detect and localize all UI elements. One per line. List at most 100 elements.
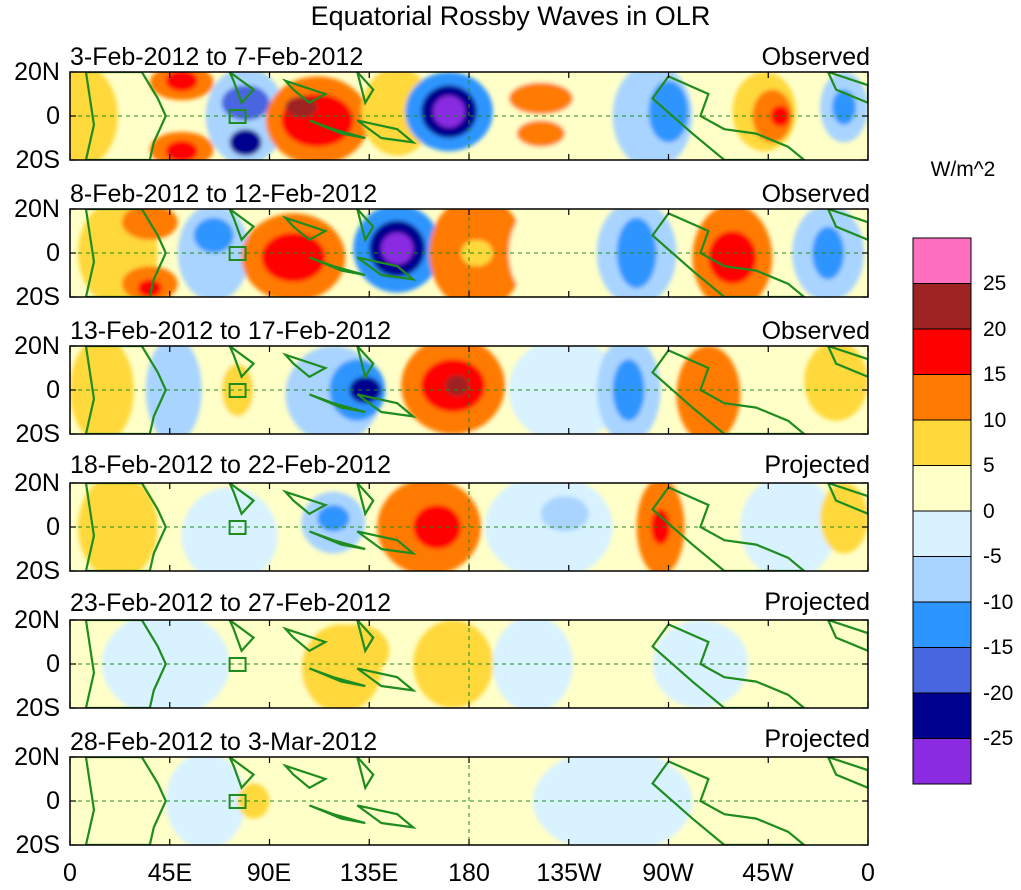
coastline — [285, 629, 325, 651]
coastline — [828, 72, 868, 103]
olr-anomaly-region — [616, 217, 657, 289]
panel-5-status: Projected — [764, 588, 870, 616]
olr-anomaly-region — [77, 483, 158, 571]
lat-label-0: 0 — [46, 787, 60, 815]
olr-anomaly-region — [165, 140, 198, 160]
colorbar-label: 20 — [983, 318, 1007, 341]
olr-anomaly-region — [708, 231, 757, 284]
coastline — [285, 81, 325, 103]
lon-label-180: 180 — [448, 859, 490, 887]
olr-anomaly-region — [137, 279, 162, 297]
coastline — [86, 72, 166, 160]
coastline — [828, 209, 868, 240]
colorbar-swatch — [912, 419, 972, 466]
colorbar-unit: W/m^2 — [930, 158, 996, 181]
coastline — [86, 346, 166, 434]
lon-label-90e: 90E — [246, 859, 292, 887]
coastline — [230, 72, 254, 103]
olr-anomaly-region — [70, 757, 166, 845]
coastline — [653, 487, 805, 571]
olr-anomaly-region — [237, 783, 270, 819]
lat-label-20s: 20S — [15, 831, 60, 859]
colorbar-swatch — [912, 237, 972, 284]
panel-1-date: 3-Feb-2012 to 7-Feb-2012 — [70, 43, 364, 71]
lat-label-20n: 20N — [14, 58, 60, 86]
coastline — [357, 620, 373, 651]
coastline — [309, 805, 365, 823]
colorbar-swatch — [912, 374, 972, 421]
coastline — [828, 346, 868, 377]
marker-box — [228, 657, 247, 672]
colorbar-swatch — [912, 601, 972, 648]
olr-anomaly-region — [508, 346, 621, 434]
coastline — [230, 209, 254, 240]
olr-anomaly-region — [796, 620, 861, 708]
colorbar-swatch — [912, 510, 972, 557]
coastline — [86, 209, 166, 297]
olr-anomaly-region — [261, 232, 326, 283]
marker-box — [228, 794, 247, 809]
coastline — [230, 620, 254, 651]
olr-anomaly-region — [804, 346, 868, 421]
panel-4-date: 18-Feb-2012 to 22-Feb-2012 — [70, 451, 392, 479]
olr-anomaly-region — [650, 509, 671, 545]
coastline — [653, 76, 805, 160]
olr-anomaly-region — [70, 346, 134, 434]
colorbar-swatch — [912, 283, 972, 330]
olr-anomaly-region — [820, 483, 868, 554]
olr-anomaly-region — [413, 620, 493, 708]
olr-anomaly-region — [832, 89, 857, 125]
olr-anomaly-region — [349, 376, 382, 404]
coastline — [357, 346, 373, 377]
colorbar — [912, 237, 972, 785]
olr-anomaly-region — [381, 232, 414, 265]
olr-anomaly-region — [221, 85, 270, 121]
lon-label-0: 0 — [63, 859, 77, 887]
olr-anomaly-region — [229, 129, 262, 156]
coastline — [653, 350, 805, 434]
map-panel-4 — [69, 482, 869, 572]
olr-anomaly-region — [612, 359, 645, 421]
lon-label-135w: 135W — [536, 859, 602, 887]
lat-label-20s: 20S — [15, 420, 60, 448]
panel-2-status: Observed — [761, 180, 870, 208]
map-panel-3 — [69, 345, 869, 435]
coastline — [230, 483, 254, 514]
olr-anomaly-region — [70, 72, 118, 160]
olr-anomaly-region — [145, 346, 202, 434]
coastline — [357, 72, 373, 103]
marker-box — [228, 383, 247, 398]
olr-anomaly-region — [413, 505, 462, 549]
coastline — [86, 620, 166, 708]
map-panel-2 — [69, 208, 869, 298]
colorbar-label: -20 — [983, 682, 1014, 705]
coastline — [653, 761, 805, 845]
coastline — [285, 355, 325, 377]
lat-label-0: 0 — [46, 513, 60, 541]
olr-anomaly-region — [532, 757, 693, 845]
coastline — [230, 346, 254, 377]
colorbar-label: 10 — [983, 409, 1007, 432]
panel-3-status: Observed — [761, 317, 870, 345]
coastline — [828, 620, 868, 651]
coastline — [285, 766, 325, 788]
lon-label-0-east: 0 — [861, 859, 875, 887]
lon-label-135e: 135E — [339, 859, 399, 887]
colorbar-label: 25 — [983, 272, 1007, 295]
coastline — [357, 394, 413, 416]
panel-5-date: 23-Feb-2012 to 27-Feb-2012 — [70, 589, 392, 617]
lat-label-0: 0 — [46, 239, 60, 267]
colorbar-label: 0 — [983, 500, 995, 523]
olr-anomaly-region — [676, 346, 741, 434]
lat-label-20n: 20N — [14, 606, 60, 634]
colorbar-swatch — [912, 556, 972, 603]
coastline — [357, 757, 373, 788]
lon-label-45e: 45E — [147, 859, 193, 887]
coastline — [357, 805, 413, 827]
panel-1-status: Observed — [761, 43, 870, 71]
olr-anomaly-region — [165, 757, 246, 845]
colorbar-swatch — [912, 328, 972, 375]
colorbar-label: 15 — [983, 363, 1007, 386]
colorbar-label: -10 — [983, 591, 1014, 614]
olr-anomaly-region — [317, 505, 350, 532]
